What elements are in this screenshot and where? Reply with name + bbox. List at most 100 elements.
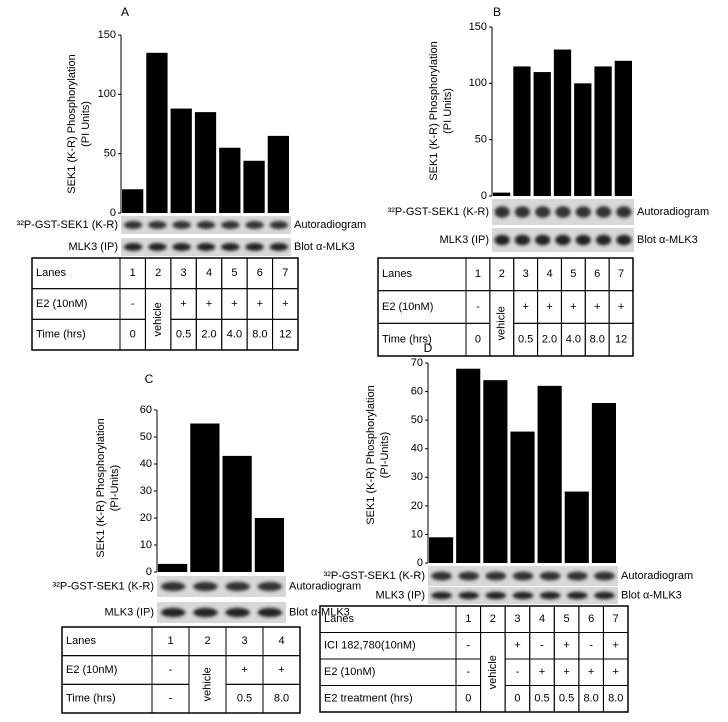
table-text: 7 <box>282 267 288 279</box>
table-text: 0.5 <box>559 693 574 705</box>
blot-band <box>269 221 289 229</box>
blot-right-label: Autoradiogram <box>621 570 693 582</box>
table-text: + <box>618 301 624 313</box>
blot-right-label: Blot α-MLK3 <box>294 241 355 253</box>
table-text: + <box>539 666 545 678</box>
table-text: + <box>206 298 212 310</box>
table-text: 0 <box>514 693 520 705</box>
table-text: 5 <box>231 267 237 279</box>
y-tick-label: 60 <box>140 404 152 416</box>
y-tick-label: 70 <box>411 357 423 369</box>
blot-band <box>221 243 240 251</box>
blot-band <box>485 571 507 581</box>
table-text: 1 <box>167 635 173 647</box>
bar <box>483 380 508 563</box>
y-tick-label: 0 <box>146 566 152 578</box>
y-tick-label: 0 <box>481 190 487 202</box>
table-text: 6 <box>588 613 594 625</box>
blot-band <box>160 607 186 618</box>
table-text: + <box>278 664 284 676</box>
table-text: + <box>180 298 186 310</box>
bar <box>594 66 612 196</box>
table-text: + <box>612 666 618 678</box>
table-text: Lanes <box>324 613 354 625</box>
blot-band <box>595 234 612 246</box>
blot-band <box>494 234 510 246</box>
blot-band <box>172 221 191 229</box>
blot-band <box>485 591 507 600</box>
bar <box>553 49 572 197</box>
table-text: 3 <box>241 635 247 647</box>
table-text: + <box>563 640 569 652</box>
blot-band <box>160 581 186 592</box>
table-text: 6 <box>257 267 263 279</box>
bar <box>537 385 562 563</box>
table-text: E2 (10nM) <box>382 301 433 313</box>
table-text: vehicle <box>487 655 499 689</box>
bar <box>564 491 589 563</box>
y-tick-label: 40 <box>411 443 423 455</box>
table-text: + <box>612 640 618 652</box>
blot-band <box>257 581 283 592</box>
bar <box>190 423 220 572</box>
bar <box>222 455 252 572</box>
y-axis-label: SEK1 (K-R) Phosphorylation <box>66 54 78 193</box>
blot-band <box>269 243 289 251</box>
blot-band <box>123 243 143 251</box>
table-text: Lanes <box>66 635 96 647</box>
y-axis-label: SEK1 (K-R) Phosphorylation <box>365 385 377 524</box>
table-border <box>31 257 299 351</box>
bar <box>122 189 144 213</box>
panel-title: B <box>493 5 501 19</box>
y-tick-label: 50 <box>140 431 152 443</box>
y-tick-label: 150 <box>98 29 116 41</box>
table-text: 0.5 <box>237 693 252 705</box>
table-text: 2 <box>499 268 505 280</box>
y-tick-label: 100 <box>469 77 487 89</box>
blot-band <box>123 221 143 229</box>
blot-band <box>539 591 561 600</box>
blot-band <box>566 571 588 581</box>
blot-band <box>512 591 534 600</box>
blot-band <box>196 221 216 229</box>
table-text: + <box>570 301 576 313</box>
table-text: E2 (10nM) <box>66 664 117 676</box>
blot-band <box>535 206 551 218</box>
y-tick-label: 150 <box>469 21 487 33</box>
table-text: 4 <box>539 613 545 625</box>
y-axis-label: (PI-Units) <box>109 465 121 511</box>
blot-band <box>494 206 510 218</box>
blot-left-label: MLK3 (IP) <box>68 241 118 253</box>
blot-left-label: MLK3 (IP) <box>375 589 425 601</box>
blot-band <box>539 571 561 581</box>
bar <box>146 52 168 213</box>
bar <box>158 563 188 572</box>
blot-band <box>221 221 240 229</box>
table-text: 4.0 <box>566 334 581 346</box>
blot-band <box>458 571 480 581</box>
blot-band <box>514 234 531 246</box>
blot-band <box>431 591 452 600</box>
table-text: - <box>169 693 173 705</box>
table-text: 2 <box>490 613 496 625</box>
blot-band <box>148 221 167 229</box>
table-text: + <box>231 298 237 310</box>
blot-band <box>555 234 571 246</box>
y-tick-label: 50 <box>411 414 423 426</box>
y-tick-label: 30 <box>411 471 423 483</box>
blot-left-label: ³²P-GST-SEK1 (K-R) <box>388 206 489 218</box>
table-text: 4 <box>206 267 212 279</box>
table-text: E2 (10nM) <box>36 298 87 310</box>
blot-right-label: Blot α-MLK3 <box>637 234 698 246</box>
y-axis-label: (PI Units) <box>442 88 454 134</box>
y-axis-label: SEK1 (K-R) Phosphorylation <box>95 418 107 557</box>
table-text: + <box>514 640 520 652</box>
blot-band <box>616 234 632 246</box>
table-text: 1 <box>475 268 481 280</box>
y-tick-label: 20 <box>140 512 152 524</box>
table-text: E2 (10nM) <box>324 666 375 678</box>
y-tick-label: 0 <box>417 557 423 569</box>
blot-left-label: MLK3 (IP) <box>104 606 154 618</box>
table-text: 6 <box>594 268 600 280</box>
